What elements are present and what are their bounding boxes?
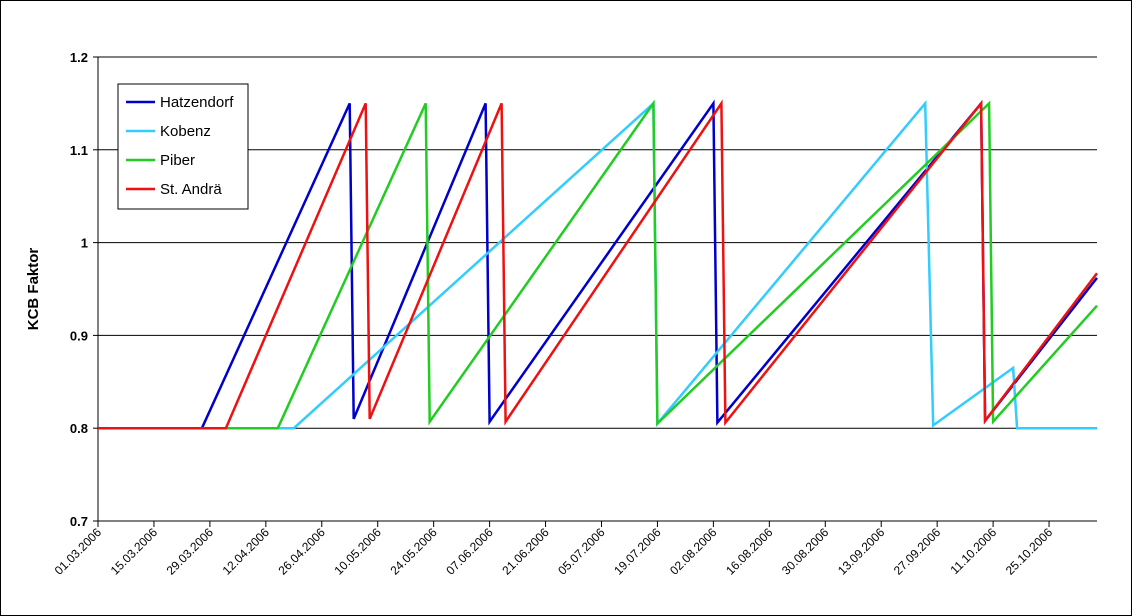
x-tick-label: 02.08.2006 <box>667 525 720 578</box>
legend: Hatzendorf Kobenz Piber St. Andrä <box>117 83 249 210</box>
axes <box>93 56 1097 527</box>
y-tick-label: 0.8 <box>70 421 88 436</box>
x-tick-label: 10.05.2006 <box>331 525 384 578</box>
x-tick-label: 11.10.2006 <box>947 525 999 577</box>
legend-label: Kobenz <box>160 123 211 140</box>
x-tick-label: 07.06.2006 <box>443 525 496 578</box>
y-tick-label: 0.9 <box>70 328 88 343</box>
y-tick-label: 1 <box>81 236 88 251</box>
x-tick-label: 16.08.2006 <box>723 525 776 578</box>
legend-label: Hatzendorf <box>160 94 234 111</box>
x-tick-label: 13.09.2006 <box>835 525 888 578</box>
x-tick-labels: 01.03.2006 15.03.2006 29.03.2006 12.04.2006… <box>52 525 1056 578</box>
legend-label: Piber <box>160 152 195 169</box>
x-tick-label: 21.06.2006 <box>499 525 552 578</box>
x-tick-label: 25.10.2006 <box>1003 525 1056 578</box>
y-tick-labels: 0.7 0.8 0.9 1 1.1 1.2 <box>70 50 88 529</box>
y-tick-label: 0.7 <box>70 514 88 529</box>
y-tick-label: 1.1 <box>70 143 88 158</box>
series-line-4 <box>98 99 1098 430</box>
x-tick-label: 15.03.2006 <box>108 525 161 578</box>
x-tick-label: 30.08.2006 <box>779 525 832 578</box>
x-tick-label: 01.03.2006 <box>52 525 105 578</box>
x-tick-label: 29.03.2006 <box>164 525 217 578</box>
x-tick-label: 19.07.2006 <box>611 525 664 578</box>
y-axis-label: KCB Faktor <box>25 248 42 331</box>
x-tick-label: 26.04.2006 <box>276 525 329 578</box>
x-tick-label: 05.07.2006 <box>555 525 608 578</box>
series-line-3 <box>98 99 1098 430</box>
series-line-2 <box>98 100 1097 430</box>
legend-label: St. Andrä <box>160 181 222 198</box>
x-tick-label: 27.09.2006 <box>891 525 944 578</box>
series-lines <box>98 99 1098 430</box>
x-tick-label: 12.04.2006 <box>220 525 273 578</box>
x-tick-label: 24.05.2006 <box>387 525 440 578</box>
y-tick-label: 1.2 <box>70 50 88 65</box>
